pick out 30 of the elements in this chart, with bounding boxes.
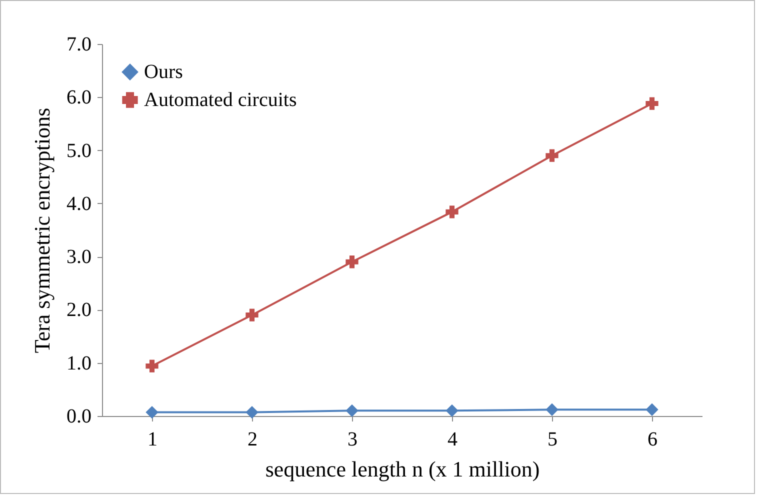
legend-label: Automated circuits — [144, 89, 297, 111]
point — [346, 404, 358, 418]
y-tick-label: 7.0 — [66, 34, 92, 56]
point — [146, 406, 158, 419]
x-tick-label: 2 — [248, 428, 258, 450]
point — [246, 308, 258, 322]
point — [446, 206, 458, 218]
x-tick-label: 1 — [148, 428, 158, 450]
point — [246, 406, 258, 419]
point — [446, 404, 458, 418]
y-tick-label: 1.0 — [66, 352, 92, 374]
y-tick-label: 5.0 — [66, 140, 92, 162]
point — [546, 403, 558, 416]
point — [146, 360, 158, 372]
point — [346, 256, 358, 268]
point — [646, 97, 658, 110]
y-tick-label: 3.0 — [66, 246, 92, 268]
y-tick-label: 0.0 — [66, 406, 92, 428]
legend-label: Ours — [144, 61, 184, 83]
x-tick-label: 6 — [648, 428, 658, 450]
x-axis-title: sequence length n (x 1 million) — [265, 456, 540, 482]
x-tick-label: 4 — [448, 428, 458, 450]
x-tick-label: 3 — [348, 428, 358, 450]
x-tick-label: 5 — [548, 428, 558, 450]
y-tick-label: 6.0 — [66, 86, 92, 109]
y-tick-label: 4.0 — [66, 192, 92, 215]
point — [546, 149, 558, 162]
point — [646, 403, 658, 416]
y-axis-title: Tera symmetric encryptions — [30, 108, 54, 354]
y-tick-label: 2.0 — [66, 299, 92, 322]
